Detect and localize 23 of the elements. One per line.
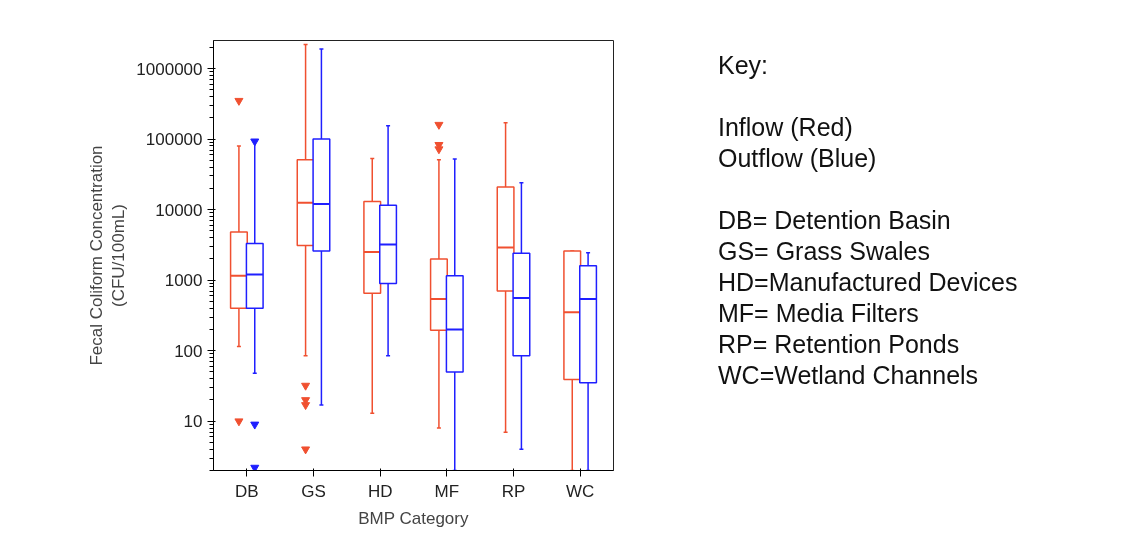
y-tick-label: 10000 <box>155 200 203 220</box>
text: MF= Media Filters <box>718 298 920 329</box>
x-tick-label: WC <box>566 481 595 501</box>
x-tick-label: HD <box>367 481 393 501</box>
x-tick-label: RP <box>501 481 526 501</box>
x-axis-title: BMP Category <box>358 508 469 528</box>
y-tick-label: 1000 <box>164 271 203 291</box>
y-axis-title: Fecal Coliform Concentration (CFU/100mL) <box>86 145 129 366</box>
text: DB= Detention Basin <box>718 205 952 236</box>
text: Outflow (Blue) <box>718 143 878 174</box>
text: Key: <box>718 50 770 81</box>
text: HD=Manufactured Devices <box>718 267 1018 298</box>
y-tick-label: 100 <box>174 341 203 361</box>
x-tick-label: DB <box>235 481 259 501</box>
text: WC=Wetland Channels <box>718 360 980 391</box>
text: Inflow (Red) <box>718 112 854 143</box>
y-tick-label: 10 <box>183 412 203 432</box>
x-tick-label: MF <box>434 481 460 501</box>
text: GS= Grass Swales <box>718 236 931 267</box>
y-tick-label: 100000 <box>145 130 203 150</box>
y-tick-label: 1000000 <box>136 59 203 79</box>
x-tick-label: GS <box>301 481 326 501</box>
text: RP= Retention Ponds <box>718 329 961 360</box>
